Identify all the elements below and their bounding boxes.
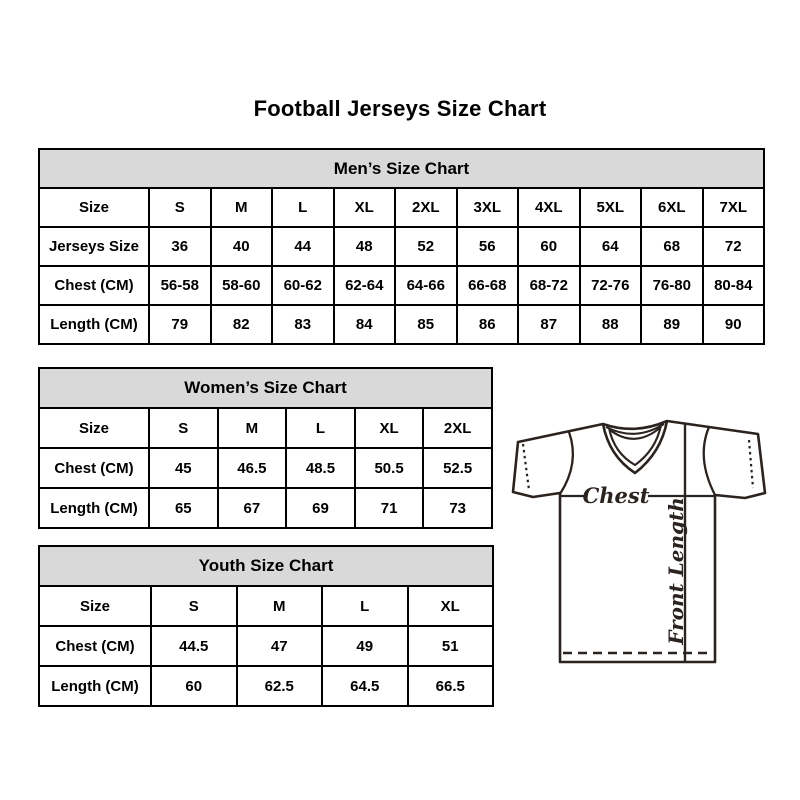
table-cell: 52.5 — [422, 447, 493, 489]
table-cell: 83 — [271, 304, 335, 345]
table-cell: 4XL — [517, 187, 581, 228]
collar-arc-icon — [605, 423, 665, 435]
table-cell: XL — [406, 585, 494, 627]
table-cell: 48.5 — [285, 447, 356, 489]
table-cell: 64 — [578, 226, 642, 267]
row-label: Length (CM) — [38, 304, 150, 345]
row-label: Size — [38, 187, 150, 228]
table-cell: M — [216, 407, 288, 449]
table-cell: 88 — [578, 304, 642, 345]
row-label: Chest (CM) — [38, 625, 152, 667]
table-cell: 64.5 — [321, 665, 409, 707]
table-cell: 69 — [285, 487, 356, 529]
jersey-measurement-diagram: Chest Front Length — [511, 419, 767, 664]
table-cell: 58-60 — [209, 265, 273, 306]
table-cell: 68-72 — [517, 265, 581, 306]
table-cell: 86 — [455, 304, 519, 345]
youth-size-chart: Youth Size Chart Size S M L XL Chest (CM) 44.5 4… — [38, 545, 494, 707]
table-cell: 67 — [216, 487, 288, 529]
table-cell: 66.5 — [406, 665, 494, 707]
table-cell: 68 — [640, 226, 704, 267]
armhole-seam-right — [702, 426, 717, 496]
table-cell: 90 — [701, 304, 765, 345]
table-cell: 44 — [271, 226, 335, 267]
table-cell: M — [235, 585, 323, 627]
table-cell: 87 — [517, 304, 581, 345]
row-label: Chest (CM) — [38, 265, 150, 306]
table-cell: 85 — [394, 304, 458, 345]
table-cell: 2XL — [394, 187, 458, 228]
row-label: Size — [38, 407, 150, 449]
row-label: Jerseys Size — [38, 226, 150, 267]
table-cell: 76-80 — [640, 265, 704, 306]
collar-arc-icon — [609, 426, 662, 440]
youth-size-table: Youth Size Chart Size S M L XL Chest (CM) 44.5 4… — [38, 545, 494, 707]
table-cell: 73 — [422, 487, 493, 529]
table-cell: 3XL — [455, 187, 519, 228]
table-cell: 72-76 — [578, 265, 642, 306]
table-cell: 84 — [332, 304, 396, 345]
jersey-outline — [511, 419, 767, 664]
chest-label: Chest — [583, 483, 650, 508]
page-title: Football Jerseys Size Chart — [253, 96, 547, 121]
table-cell: 56 — [455, 226, 519, 267]
front-length-label: Front Length — [664, 497, 688, 646]
table-cell: 48 — [332, 226, 396, 267]
table-title: Women’s Size Chart — [38, 367, 493, 409]
table-cell: 6XL — [640, 187, 704, 228]
sleeve-stitch-left — [521, 443, 531, 491]
row-label: Length (CM) — [38, 665, 152, 707]
table-cell: S — [150, 585, 238, 627]
table-title: Men’s Size Chart — [38, 148, 765, 189]
table-cell: 49 — [321, 625, 409, 667]
mens-size-chart: Men’s Size Chart Size S M L XL 2XL 3XL 4XL 5XL 6XL… — [38, 148, 765, 345]
table-cell: 60 — [517, 226, 581, 267]
womens-size-chart: Women’s Size Chart Size S M L XL 2XL Chest (CM)… — [38, 367, 493, 529]
table-cell: 60 — [150, 665, 238, 707]
row-label: Chest (CM) — [38, 447, 150, 489]
table-cell: 71 — [353, 487, 425, 529]
table-title: Youth Size Chart — [38, 545, 494, 587]
table-cell: 62-64 — [332, 265, 396, 306]
table-cell: 45 — [148, 447, 219, 489]
table-cell: S — [148, 407, 219, 449]
table-cell: 60-62 — [271, 265, 335, 306]
table-cell: 7XL — [701, 187, 765, 228]
table-cell: 62.5 — [235, 665, 323, 707]
mens-size-table: Men’s Size Chart Size S M L XL 2XL 3XL 4XL 5XL 6XL… — [38, 148, 765, 345]
table-cell: 64-66 — [394, 265, 458, 306]
womens-size-table: Women’s Size Chart Size S M L XL 2XL Chest (CM)… — [38, 367, 493, 529]
table-cell: 44.5 — [150, 625, 238, 667]
vneck-outer — [601, 420, 669, 475]
table-cell: 66-68 — [455, 265, 519, 306]
table-cell: 40 — [209, 226, 273, 267]
table-cell: 72 — [701, 226, 765, 267]
table-cell: M — [209, 187, 273, 228]
row-label: Length (CM) — [38, 487, 150, 529]
table-cell: 80-84 — [701, 265, 765, 306]
table-cell: 46.5 — [216, 447, 288, 489]
table-cell: 65 — [148, 487, 219, 529]
table-cell: 47 — [235, 625, 323, 667]
table-cell: L — [285, 407, 356, 449]
armhole-seam-left — [559, 431, 575, 495]
sleeve-stitch-right — [747, 439, 755, 489]
table-cell: 79 — [148, 304, 212, 345]
table-cell: 56-58 — [148, 265, 212, 306]
table-cell: 5XL — [578, 187, 642, 228]
table-cell: 36 — [148, 226, 212, 267]
row-label: Size — [38, 585, 152, 627]
table-cell: 82 — [209, 304, 273, 345]
table-cell: L — [321, 585, 409, 627]
table-cell: 51 — [406, 625, 494, 667]
table-cell: 2XL — [422, 407, 493, 449]
table-cell: 50.5 — [353, 447, 425, 489]
table-cell: XL — [332, 187, 396, 228]
table-cell: L — [271, 187, 335, 228]
table-cell: 52 — [394, 226, 458, 267]
vneck-inner — [607, 424, 663, 467]
table-cell: S — [148, 187, 212, 228]
table-cell: 89 — [640, 304, 704, 345]
table-cell: XL — [353, 407, 425, 449]
